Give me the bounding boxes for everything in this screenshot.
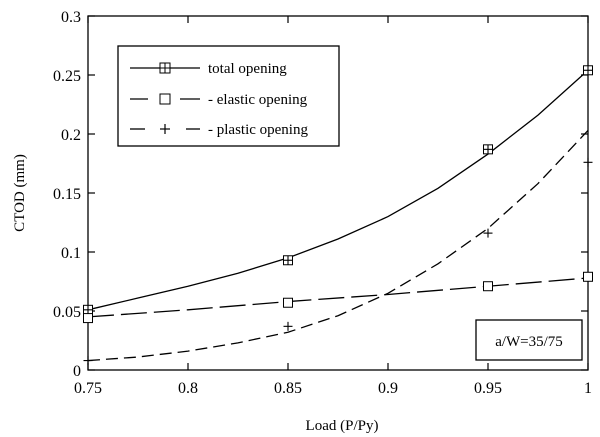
data-point-series-1 bbox=[83, 313, 93, 324]
x-tick-label: 0.9 bbox=[378, 380, 398, 397]
series-line-2 bbox=[87, 130, 589, 362]
legend: total opening - elastic opening - plasti… bbox=[117, 45, 340, 147]
data-point-series-0 bbox=[283, 255, 293, 266]
x-tick-label: 0.75 bbox=[74, 380, 102, 397]
data-point-series-2 bbox=[83, 356, 93, 366]
annotation: a/W=35/75 bbox=[475, 319, 583, 361]
annotation-text: a/W=35/75 bbox=[495, 334, 563, 350]
x-tick-label: 0.85 bbox=[274, 380, 302, 397]
legend-label-plastic-opening: - plastic opening bbox=[208, 122, 308, 138]
data-point-series-0 bbox=[483, 144, 493, 155]
x-axis-label: Load (P/Py) bbox=[306, 418, 379, 434]
data-point-series-1 bbox=[283, 297, 293, 308]
legend-box bbox=[117, 45, 340, 147]
y-tick-label: 0 bbox=[73, 363, 81, 380]
y-tick-label: 0.2 bbox=[61, 127, 81, 144]
y-tick-label: 0.05 bbox=[53, 304, 81, 321]
data-point-series-2 bbox=[483, 228, 493, 238]
data-point-series-0 bbox=[83, 304, 93, 315]
legend-marker-total-opening bbox=[159, 62, 171, 74]
data-point-series-1 bbox=[583, 271, 593, 282]
x-tick-label: 0.8 bbox=[178, 380, 198, 397]
data-point-series-2 bbox=[283, 321, 293, 331]
annotation-box bbox=[475, 319, 583, 361]
legend-label-elastic-opening: - elastic opening bbox=[208, 92, 308, 108]
legend-marker-elastic-opening bbox=[159, 93, 171, 105]
x-tick-label: 0.95 bbox=[474, 380, 502, 397]
y-tick-label: 0.15 bbox=[53, 186, 81, 203]
legend-marker-plastic-opening bbox=[160, 124, 170, 134]
data-point-series-0 bbox=[583, 65, 593, 76]
y-tick-label: 0.25 bbox=[53, 68, 81, 85]
legend-label-total-opening: total opening bbox=[208, 61, 287, 77]
x-tick-label: 1 bbox=[584, 380, 592, 397]
series-line-1 bbox=[87, 277, 589, 318]
y-tick-label: 0.3 bbox=[61, 9, 81, 26]
series-line-0 bbox=[87, 69, 589, 311]
data-point-series-1 bbox=[483, 281, 493, 292]
y-tick-label: 0.1 bbox=[61, 245, 81, 262]
data-point-series-2 bbox=[583, 157, 593, 167]
y-axis-label: CTOD (mm) bbox=[12, 154, 28, 232]
